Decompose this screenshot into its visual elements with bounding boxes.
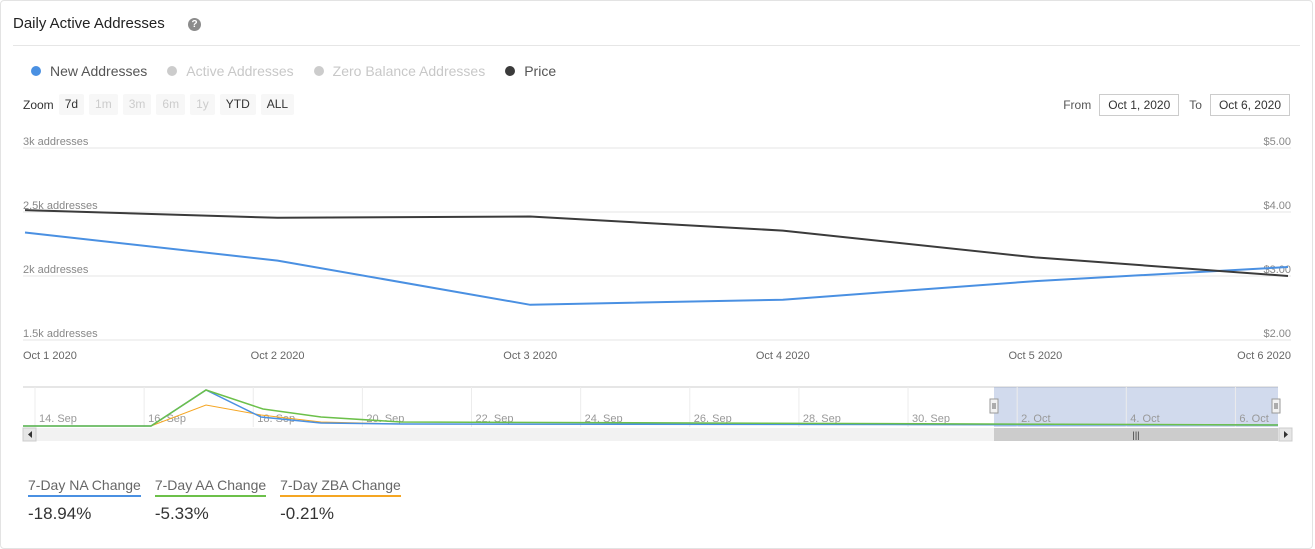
to-date-input[interactable]: Oct 6, 2020 (1209, 94, 1290, 116)
legend-item-zero-balance-addresses[interactable]: Zero Balance Addresses (313, 63, 486, 79)
navigator-x-label: 2. Oct (1021, 413, 1050, 425)
scrollbar-grip-icon: ||| (1132, 430, 1139, 440)
legend-dot-icon (505, 66, 516, 76)
zoom-button-6m[interactable]: 6m (156, 94, 186, 115)
y-left-tick-label: 2k addresses (23, 264, 89, 276)
stat-value: -18.94% (28, 504, 92, 523)
navigator-x-label: 28. Sep (803, 413, 841, 425)
zoom-button-1m[interactable]: 1m (89, 94, 118, 115)
x-tick-label: Oct 3 2020 (503, 350, 557, 362)
y-left-tick-label: 1.5k addresses (23, 328, 98, 340)
legend-item-active-addresses[interactable]: Active Addresses (167, 63, 294, 79)
legend-label: New Addresses (50, 63, 148, 79)
stat-7-day-zba-change: 7-Day ZBA Change -0.21% (280, 477, 401, 524)
from-label: From (1063, 98, 1092, 112)
x-tick-label: Oct 5 2020 (1008, 350, 1062, 362)
main-line-chart: 3k addresses $5.00 2.5k addresses $4.00 2k a… (22, 136, 1293, 442)
navigator-x-label: 22. Sep (476, 413, 514, 425)
chart-title: Daily Active Addresses (13, 15, 165, 32)
legend-item-price[interactable]: Price (505, 63, 556, 79)
stat-value: -0.21% (280, 504, 335, 523)
x-tick-label: Oct 2 2020 (251, 350, 305, 362)
date-range: From Oct 1, 2020 To Oct 6, 2020 (1063, 94, 1290, 116)
change-stats: 7-Day NA Change -18.94% 7-Day AA Change -5.… (28, 477, 415, 524)
stat-label[interactable]: 7-Day AA Change (154, 477, 267, 497)
y-left-tick-label: 2.5k addresses (23, 200, 98, 212)
navigator-x-label: 30. Sep (912, 413, 950, 425)
zoom-button-3m[interactable]: 3m (122, 94, 152, 115)
navigator-x-label: 26. Sep (694, 413, 732, 425)
title-divider (13, 45, 1300, 46)
zoom-controls: Zoom 7d 1m 3m 6m 1y YTD ALL (23, 94, 299, 115)
legend-dot-icon (31, 66, 41, 76)
legend-dot-icon (313, 66, 324, 76)
navigator-x-label: 14. Sep (39, 413, 77, 425)
series-line-price (24, 209, 1289, 277)
chart-legend: New Addresses Active Addresses Zero Balanc… (31, 63, 576, 79)
from-date-input[interactable]: Oct 1, 2020 (1099, 94, 1180, 116)
arrow-right-icon (1284, 431, 1288, 438)
arrow-left-icon (28, 431, 32, 438)
navigator-scrollbar-thumb[interactable] (994, 428, 1278, 441)
x-tick-label: Oct 6 2020 (1237, 350, 1291, 362)
zoom-button-1y[interactable]: 1y (190, 94, 215, 115)
y-right-tick-label: $4.00 (1263, 200, 1291, 212)
navigator-aa-line (23, 389, 1279, 427)
y-left-tick-label: 3k addresses (23, 136, 89, 148)
navigator-right-handle[interactable] (1271, 398, 1281, 414)
stat-7-day-na-change: 7-Day NA Change -18.94% (28, 477, 141, 524)
zoom-button-7d[interactable]: 7d (58, 94, 85, 115)
stat-7-day-aa-change: 7-Day AA Change -5.33% (154, 477, 267, 524)
navigator-left-handle[interactable] (989, 398, 999, 414)
zoom-label: Zoom (23, 97, 54, 112)
series-line-new-addresses (24, 231, 1289, 306)
y-right-tick-label: $2.00 (1263, 328, 1291, 340)
navigator-selection (994, 387, 1278, 427)
x-tick-label: Oct 1 2020 (23, 350, 77, 362)
y-right-tick-label: $5.00 (1263, 136, 1291, 148)
legend-label: Active Addresses (186, 63, 294, 79)
legend-dot-icon (167, 66, 178, 76)
legend-item-new-addresses[interactable]: New Addresses (31, 63, 147, 79)
stat-label[interactable]: 7-Day NA Change (28, 477, 141, 497)
navigator-scrollbar-track (23, 428, 1290, 441)
x-tick-label: Oct 4 2020 (756, 350, 810, 362)
stat-label[interactable]: 7-Day ZBA Change (280, 477, 401, 497)
stat-value: -5.33% (154, 504, 209, 523)
legend-label: Price (524, 63, 557, 79)
zoom-button-ytd[interactable]: YTD (219, 94, 256, 115)
zoom-button-all[interactable]: ALL (260, 94, 295, 115)
navigator-x-label: 4. Oct (1130, 413, 1159, 425)
navigator-x-label: 6. Oct (1239, 413, 1268, 425)
question-circle-icon[interactable]: ? (188, 18, 201, 31)
to-label: To (1189, 98, 1202, 112)
legend-label: Zero Balance Addresses (332, 63, 486, 79)
